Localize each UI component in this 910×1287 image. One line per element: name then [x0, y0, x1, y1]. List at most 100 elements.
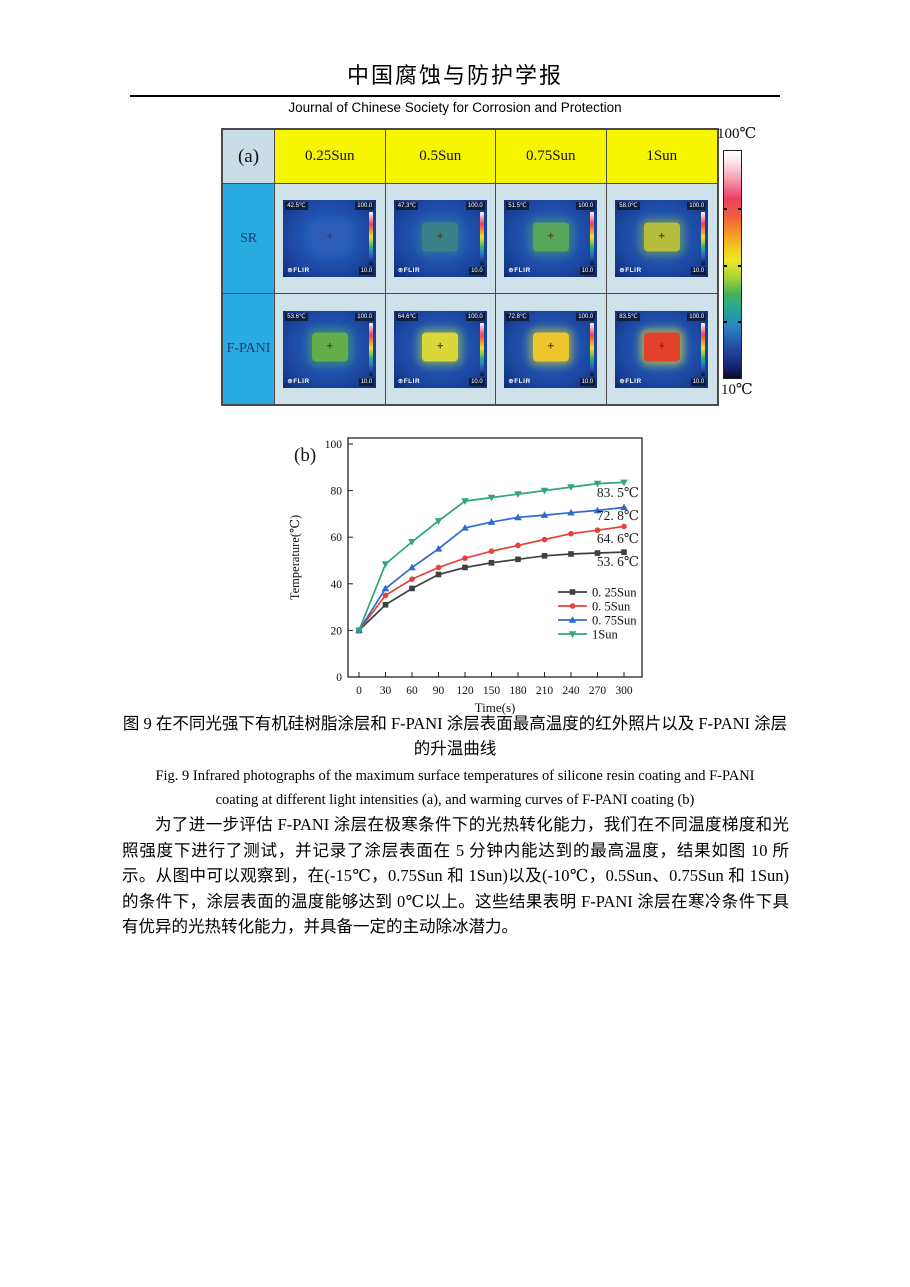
- crosshair-icon: +: [658, 230, 665, 243]
- data-marker: [461, 524, 469, 531]
- scale-min-label: 10.0: [690, 267, 707, 275]
- data-marker: [569, 589, 576, 595]
- colorbar-min-label: 10℃: [721, 382, 753, 398]
- data-marker: [620, 503, 628, 511]
- x-tick-label: 240: [562, 685, 580, 697]
- flir-logo: ⊕FLIR: [397, 377, 421, 385]
- thermal-image: +72.8℃ 100.0 10.0 ⊕FLIR: [504, 310, 598, 388]
- colorbar-tick: [724, 321, 741, 324]
- journal-title-en: Journal of Chinese Society for Corrosion…: [288, 100, 622, 115]
- figure-b-warming-curves: (b) 0 30 60 90 120 150 180 210 240 270 300 0 20 40 60 80…: [282, 433, 677, 721]
- crosshair-icon: +: [326, 230, 333, 243]
- sample-hot-spot: +: [643, 332, 680, 362]
- thermal-image: +47.3℃ 100.0 10.0 ⊕FLIR: [393, 200, 487, 277]
- max-temp-reading: 64.6℃: [395, 312, 419, 321]
- data-marker: [435, 564, 442, 571]
- data-marker: [594, 550, 601, 556]
- plot-frame: [347, 437, 643, 678]
- column-header-0.25sun: 0.25Sun: [275, 130, 386, 184]
- curve-annotation: 83. 5℃: [597, 485, 639, 500]
- curve-annotation: 72. 8℃: [597, 508, 639, 523]
- curve-annotation: 64. 6℃: [597, 531, 639, 546]
- thermal-image-table: (a) 0.25Sun 0.5Sun 0.75Sun 1Sun SR +42.5℃ 100.0…: [221, 128, 719, 406]
- panel-a-label: (a): [223, 130, 275, 184]
- thermal-scale-strip: [590, 322, 595, 376]
- y-tick-label: 0: [336, 672, 342, 684]
- legend-label: 0. 75Sun: [592, 614, 637, 628]
- scale-max-label: 100.0: [465, 312, 485, 321]
- scale-min-label: 10.0: [579, 267, 596, 275]
- thermal-scale-strip: [701, 322, 706, 376]
- data-marker: [515, 556, 521, 563]
- figure-a-infrared-panel: (a) 0.25Sun 0.5Sun 0.75Sun 1Sun SR +42.5℃ 100.0…: [221, 126, 761, 406]
- thermal-image: +53.6℃ 100.0 10.0 ⊕FLIR: [283, 310, 377, 388]
- legend-label: 1Sun: [592, 628, 618, 642]
- data-marker: [408, 563, 416, 571]
- legend-label: 0. 25Sun: [592, 586, 637, 600]
- sample-hot-spot: +: [311, 222, 348, 252]
- x-tick-label: 60: [406, 685, 418, 697]
- x-axis-label: Time(s): [475, 700, 516, 715]
- thermal-image: +51.5℃ 100.0 10.0 ⊕FLIR: [504, 200, 598, 277]
- data-marker: [381, 561, 390, 568]
- data-marker: [434, 545, 443, 552]
- sample-hot-spot: +: [311, 332, 348, 362]
- thermal-scale-strip: [590, 212, 595, 265]
- max-temp-reading: 42.5℃: [285, 202, 308, 210]
- data-marker: [514, 491, 522, 498]
- data-marker: [409, 585, 415, 592]
- header-rule: [130, 95, 780, 97]
- scale-max-label: 100.0: [355, 202, 375, 210]
- data-marker: [409, 576, 415, 582]
- row-label-f-pani: F-PANI: [223, 294, 275, 404]
- column-header-0.75sun: 0.75Sun: [496, 130, 607, 184]
- colorbar-tick: [724, 207, 741, 210]
- crosshair-icon: +: [437, 340, 444, 353]
- data-marker: [620, 479, 628, 487]
- data-marker: [568, 530, 574, 537]
- thermal-cell: +53.6℃ 100.0 10.0 ⊕FLIR: [275, 294, 386, 404]
- data-marker: [435, 571, 442, 578]
- thermal-cell: +51.5℃ 100.0 10.0 ⊕FLIR: [496, 184, 607, 294]
- thermal-cell: +42.5℃ 100.0 10.0 ⊕FLIR: [275, 184, 386, 294]
- thermal-image: +64.6℃ 100.0 10.0 ⊕FLIR: [393, 310, 487, 388]
- y-tick-label: 60: [331, 532, 343, 544]
- sample-hot-spot: +: [532, 222, 569, 252]
- y-axis-label: Temperature(℃): [288, 515, 302, 600]
- data-marker: [462, 564, 468, 571]
- thermal-cell: +72.8℃ 100.0 10.0 ⊕FLIR: [496, 294, 607, 404]
- colorbar-tick: [724, 264, 741, 267]
- data-marker: [462, 555, 468, 561]
- y-tick-label: 100: [325, 439, 343, 451]
- x-tick-label: 30: [380, 685, 392, 697]
- data-marker: [621, 549, 627, 555]
- scale-min-label: 10.0: [690, 377, 707, 386]
- sample-hot-spot: +: [422, 222, 459, 252]
- data-marker: [541, 553, 548, 559]
- x-tick-label: 270: [589, 685, 607, 697]
- data-marker: [621, 523, 627, 530]
- data-marker: [488, 548, 495, 554]
- data-marker: [408, 539, 416, 546]
- flir-logo: ⊕FLIR: [619, 267, 642, 274]
- thermal-image: +42.5℃ 100.0 10.0 ⊕FLIR: [283, 200, 377, 277]
- thermal-cell: +83.5℃ 100.0 10.0 ⊕FLIR: [606, 294, 717, 404]
- scale-max-label: 100.0: [687, 202, 707, 210]
- thermal-scale-strip: [369, 212, 374, 265]
- series-line-1Sun: [358, 481, 625, 631]
- data-marker: [488, 560, 495, 566]
- data-marker: [461, 498, 469, 505]
- max-temp-reading: 51.5℃: [506, 202, 529, 210]
- panel-b-label: (b): [294, 445, 316, 466]
- crosshair-icon: +: [437, 230, 444, 243]
- scale-min-label: 10.0: [579, 377, 596, 386]
- x-tick-label: 300: [615, 685, 633, 697]
- max-temp-reading: 58.0℃: [617, 202, 640, 210]
- data-marker: [568, 616, 577, 623]
- colorbar-max-label: 100℃: [717, 126, 757, 142]
- crosshair-icon: +: [547, 340, 554, 353]
- data-marker: [593, 506, 602, 514]
- scale-max-label: 100.0: [687, 312, 707, 321]
- warming-curves-chart: (b) 0 30 60 90 120 150 180 210 240 270 300 0 20 40 60 80…: [288, 437, 643, 715]
